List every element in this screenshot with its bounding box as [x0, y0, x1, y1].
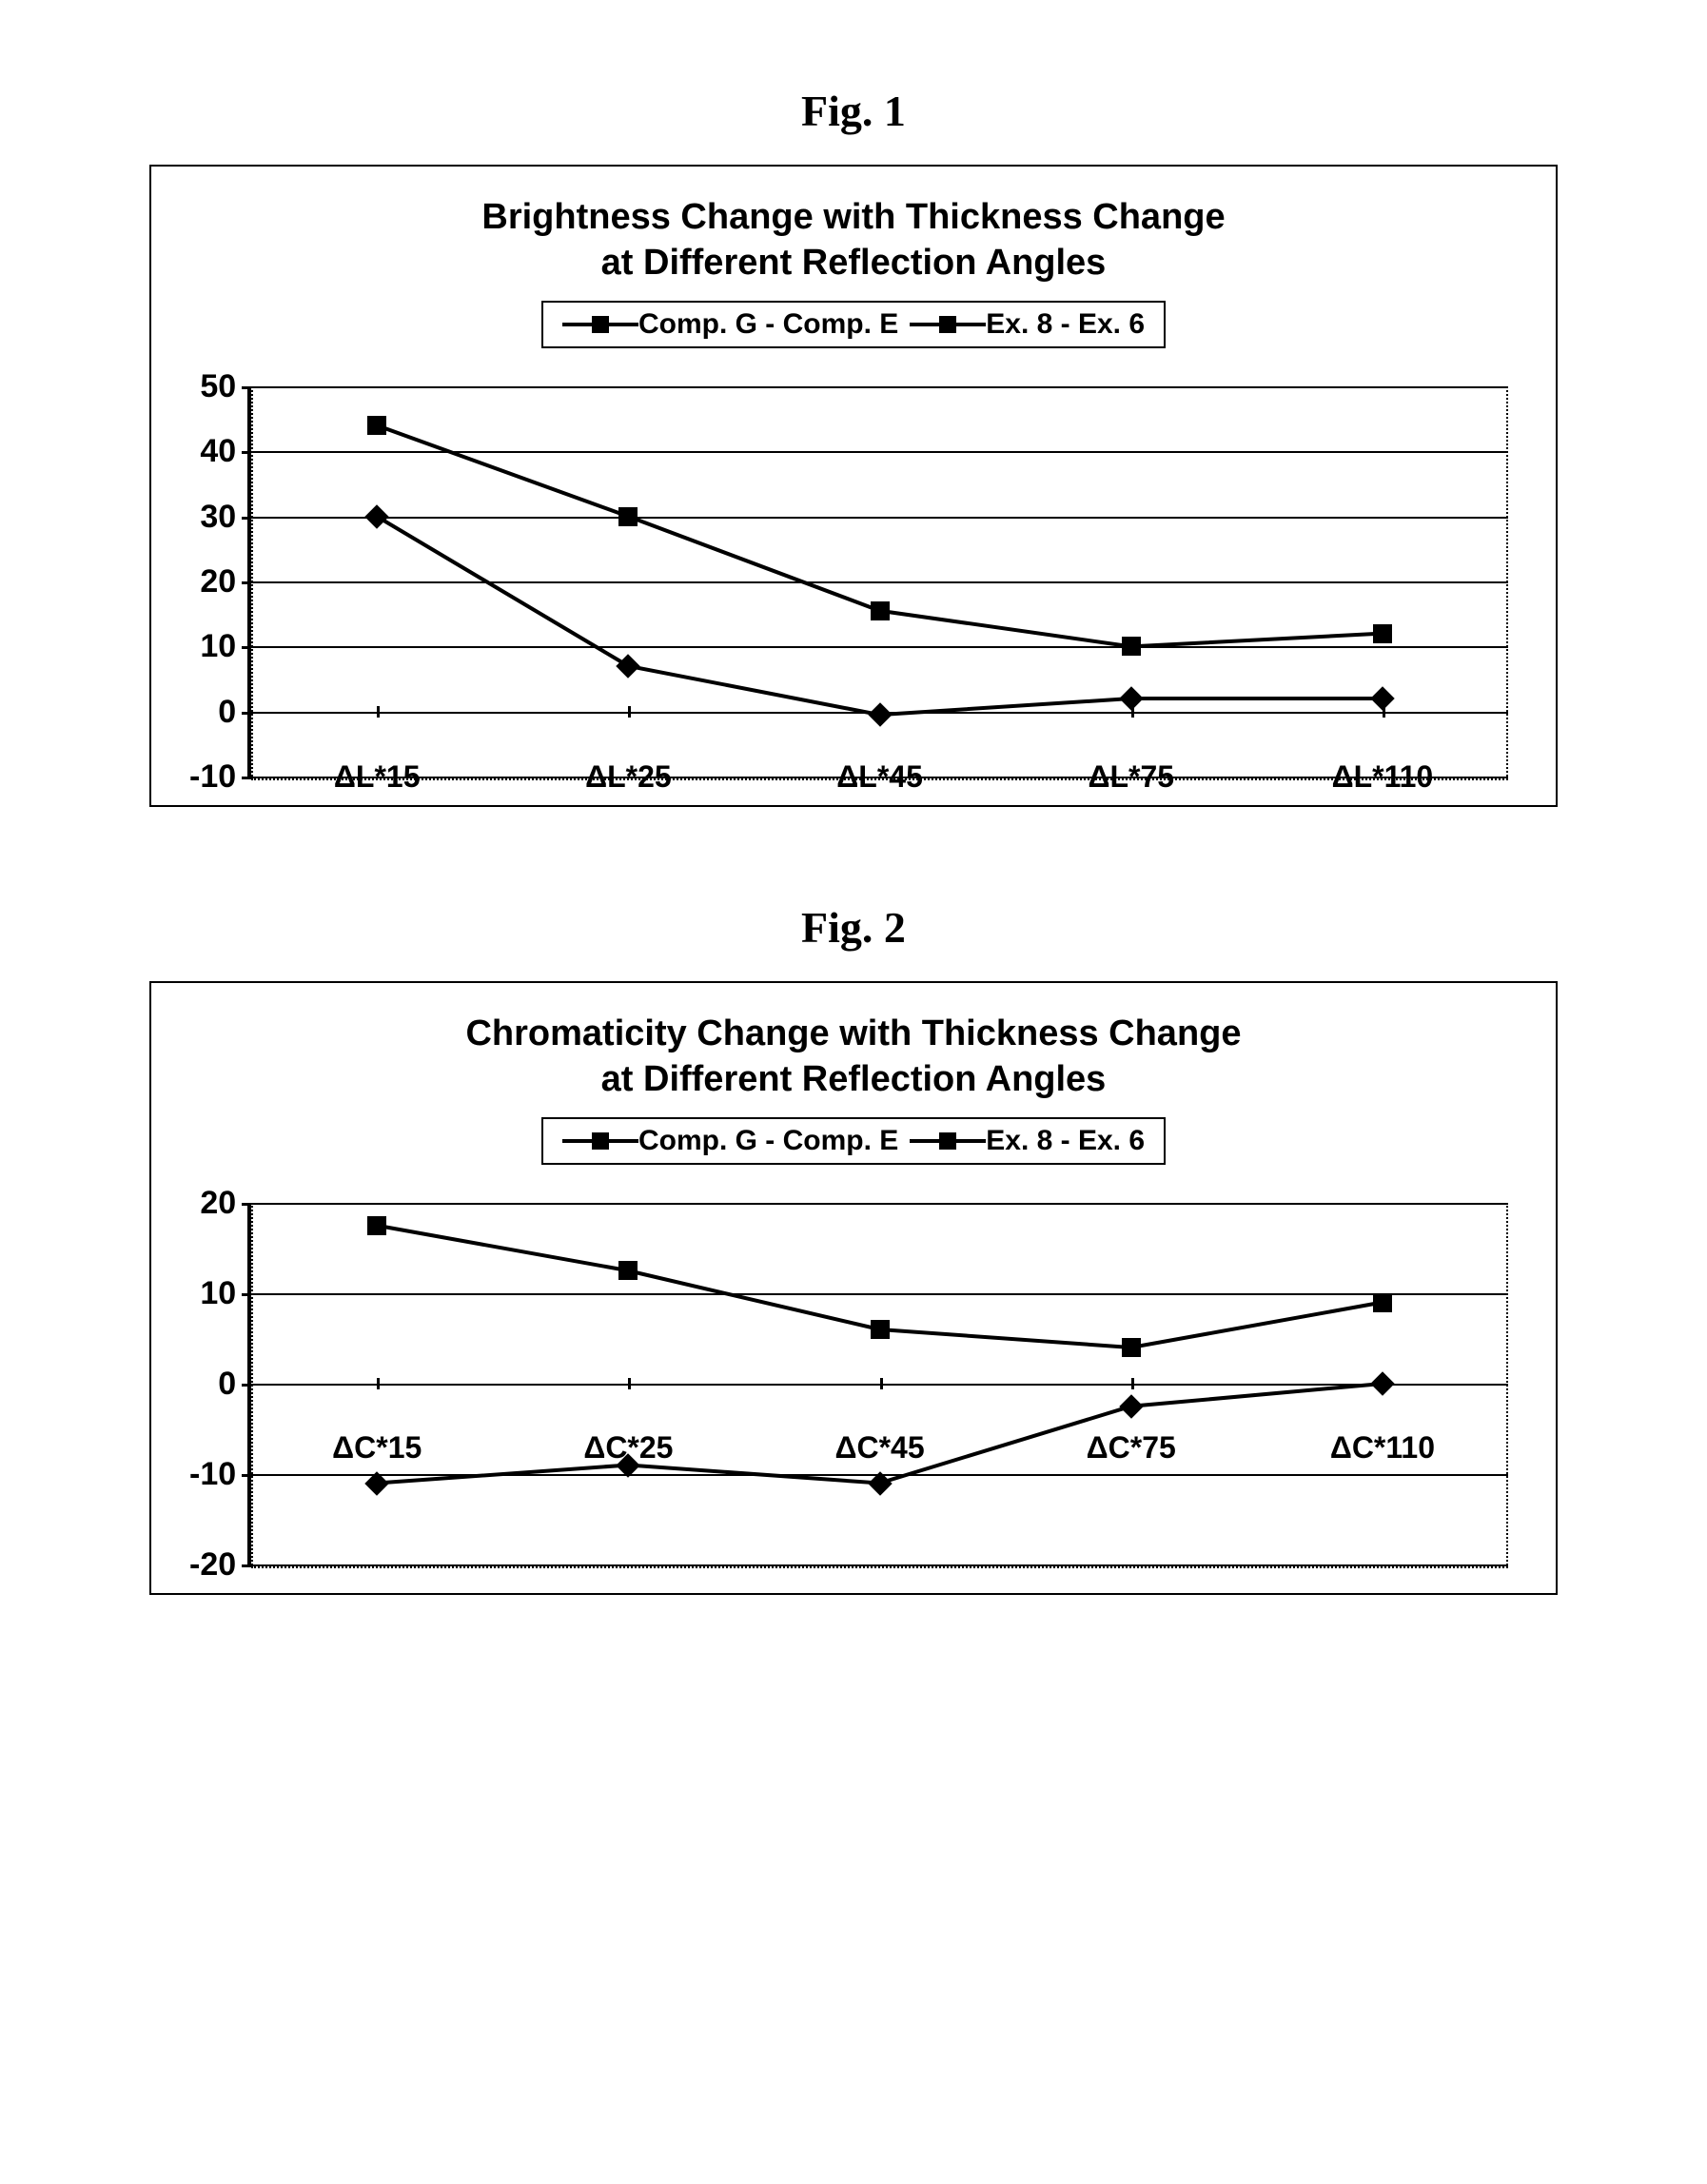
series-2-marker	[367, 1216, 386, 1235]
series-2-marker	[1373, 624, 1392, 643]
y-tick	[242, 517, 251, 520]
series-2-marker	[1122, 1338, 1141, 1357]
chart-2-frame: Chromaticity Change with Thickness Chang…	[149, 981, 1558, 1595]
chart-2-title-line2: at Different Reflection Angles	[601, 1059, 1107, 1099]
chart-2-plot: ΔC*15ΔC*25ΔC*45ΔC*75ΔC*110	[247, 1203, 1508, 1564]
diamond-marker-icon	[562, 1131, 638, 1151]
chart-1-frame: Brightness Change with Thickness Change …	[149, 165, 1558, 807]
chart-2-legend: Comp. G - Comp. E Ex. 8 - Ex. 6	[541, 1117, 1166, 1165]
square-marker-icon	[910, 1131, 986, 1151]
y-tick	[242, 451, 251, 454]
series-2-marker	[367, 416, 386, 435]
chart-2-yaxis: 20100-10-20	[189, 1203, 247, 1564]
y-tick	[242, 386, 251, 389]
series-2-marker	[1373, 1293, 1392, 1312]
diamond-marker-icon	[562, 315, 638, 334]
y-tick	[242, 777, 251, 779]
series-1-line	[377, 1384, 1383, 1484]
figure-1-label: Fig. 1	[76, 86, 1631, 136]
y-tick	[242, 1293, 251, 1296]
chart-1-title: Brightness Change with Thickness Change …	[170, 195, 1537, 285]
chart-1-legend: Comp. G - Comp. E Ex. 8 - Ex. 6	[541, 301, 1166, 348]
y-tick	[242, 646, 251, 649]
y-tick	[242, 1474, 251, 1477]
series-2-marker	[871, 601, 890, 620]
series-2-marker	[1122, 637, 1141, 656]
series-2-marker	[618, 1261, 638, 1280]
chart-2-plotwrap: 20100-10-20 ΔC*15ΔC*25ΔC*45ΔC*75ΔC*110	[170, 1203, 1537, 1564]
series-2-marker	[618, 507, 638, 526]
chart-1-title-line2: at Different Reflection Angles	[601, 243, 1107, 283]
legend-series-2-label: Ex. 8 - Ex. 6	[986, 308, 1145, 341]
chart-1-yaxis: 50403020100-10	[189, 386, 247, 777]
y-tick	[242, 712, 251, 715]
legend-series-2-label: Ex. 8 - Ex. 6	[986, 1125, 1145, 1157]
figure-2-label: Fig. 2	[76, 902, 1631, 953]
series-2-marker	[871, 1320, 890, 1339]
legend-series-1: Comp. G - Comp. E	[562, 1125, 898, 1157]
chart-2-title-line1: Chromaticity Change with Thickness Chang…	[465, 1013, 1241, 1053]
legend-series-1-label: Comp. G - Comp. E	[638, 308, 898, 341]
chart-1-plotwrap: 50403020100-10 ΔL*15ΔL*25ΔL*45ΔL*75ΔL*11…	[170, 386, 1537, 777]
line-layer	[251, 1203, 1508, 1564]
legend-series-1: Comp. G - Comp. E	[562, 308, 898, 341]
chart-2-title: Chromaticity Change with Thickness Chang…	[170, 1012, 1537, 1102]
legend-series-2: Ex. 8 - Ex. 6	[910, 1125, 1145, 1157]
y-tick	[242, 1564, 251, 1567]
legend-series-1-label: Comp. G - Comp. E	[638, 1125, 898, 1157]
square-marker-icon	[910, 315, 986, 334]
chart-1-title-line1: Brightness Change with Thickness Change	[481, 197, 1225, 237]
gridline	[251, 1564, 1508, 1566]
legend-series-2: Ex. 8 - Ex. 6	[910, 308, 1145, 341]
y-tick	[242, 581, 251, 584]
chart-1-plot: ΔL*15ΔL*25ΔL*45ΔL*75ΔL*110	[247, 386, 1508, 777]
y-tick	[242, 1384, 251, 1387]
y-tick	[242, 1203, 251, 1206]
